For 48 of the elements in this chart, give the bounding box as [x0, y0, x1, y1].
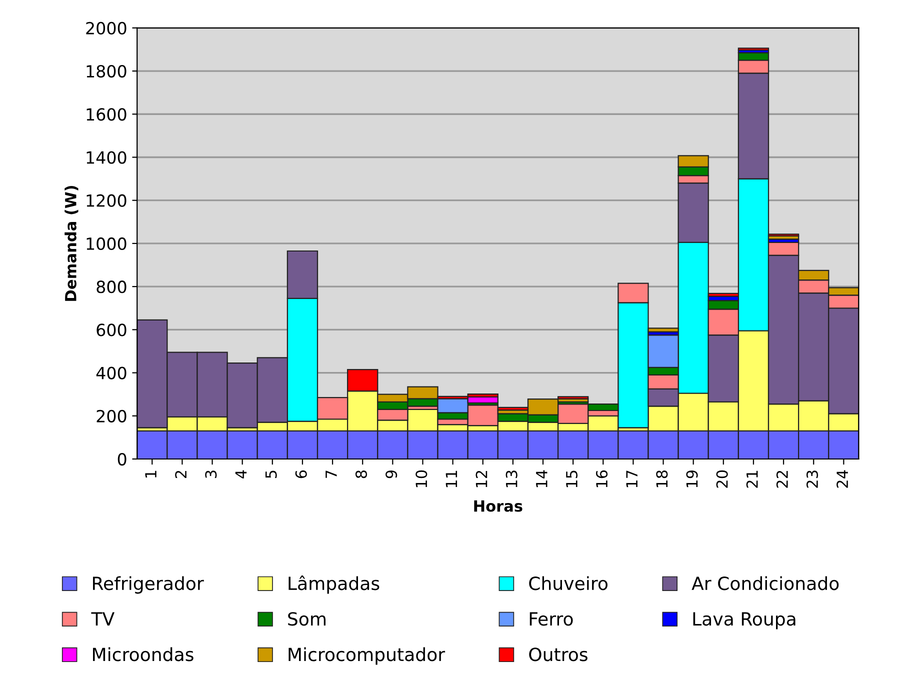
legend-label: Ferro — [530, 612, 573, 626]
x-tick-label: 22 — [776, 470, 788, 488]
x-tick-label: 14 — [536, 470, 548, 488]
x-tick-label: 15 — [566, 470, 578, 488]
x-tick-label: 12 — [476, 470, 488, 488]
y-tick-label: 1200 — [86, 194, 126, 207]
legend-label: Som — [288, 612, 326, 626]
x-tick-label: 13 — [506, 470, 518, 488]
legend-label: Ar Condicionado — [692, 576, 839, 590]
x-tick-label: 23 — [806, 470, 818, 488]
y-tick-label: 1000 — [86, 237, 126, 250]
x-tick-label: 3 — [205, 470, 217, 478]
legend-label: Microondas — [93, 647, 194, 662]
x-tick-label: 10 — [416, 470, 428, 488]
y-tick-label: 2000 — [86, 22, 126, 34]
x-axis-title: Horas — [474, 500, 522, 512]
x-tick-label: 9 — [386, 470, 398, 478]
y-axis-title: Demanda (W) — [64, 186, 78, 301]
x-tick-label: 7 — [326, 470, 337, 478]
legend-label: Microcomputador — [288, 647, 446, 665]
x-tick-label: 19 — [686, 470, 698, 488]
x-tick-label: 2 — [175, 470, 186, 478]
y-tick-label: 600 — [96, 324, 126, 336]
x-tick-label: 24 — [836, 470, 848, 488]
x-tick-label: 5 — [265, 470, 277, 478]
x-tick-label: 11 — [446, 470, 458, 488]
x-tick-label: 8 — [355, 470, 368, 478]
legend-label: Lava Roupa — [693, 612, 796, 630]
legend-label: Refrigerador — [93, 576, 204, 594]
y-tick-label: 200 — [96, 410, 126, 422]
legend-label: TV — [91, 612, 114, 626]
x-tick-label: 16 — [596, 470, 608, 488]
y-tick-label: 1800 — [86, 64, 126, 78]
x-tick-label: 21 — [746, 470, 758, 488]
legend-label: Lâmpadas — [288, 575, 380, 594]
x-tick-label: 17 — [626, 470, 638, 488]
x-tick-label: 1 — [145, 470, 156, 478]
x-tick-label: 4 — [235, 470, 247, 478]
x-tick-label: 6 — [295, 470, 307, 478]
legend-label: Outros — [529, 648, 588, 662]
y-tick-label: 1600 — [86, 108, 126, 121]
y-tick-label: 800 — [96, 280, 126, 294]
legend-label: Chuveiro — [529, 576, 608, 590]
x-tick-label: 18 — [656, 470, 668, 488]
x-tick-label: 20 — [716, 470, 728, 488]
y-tick-label: 0 — [118, 452, 126, 466]
y-tick-label: 400 — [96, 366, 126, 380]
y-tick-label: 1400 — [86, 151, 126, 164]
